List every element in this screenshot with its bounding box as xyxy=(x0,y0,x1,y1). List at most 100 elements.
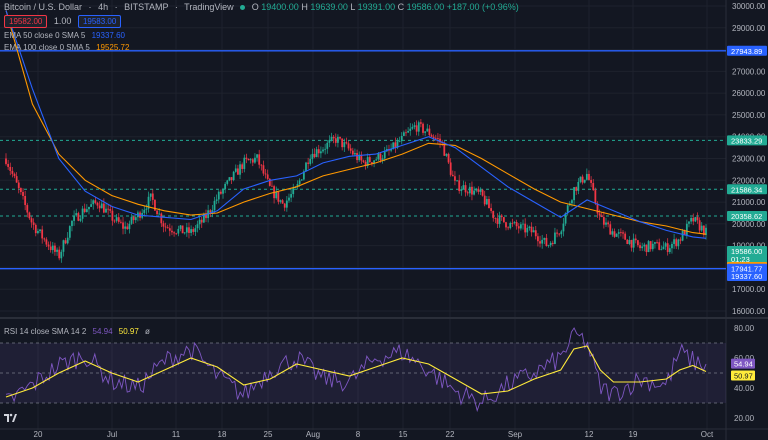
candle-body xyxy=(698,220,701,231)
ohlc-low: 19391.00 xyxy=(357,2,396,12)
rsi-label: RSI 14 close SMA 14 2 xyxy=(4,327,87,336)
candle-body xyxy=(426,128,429,132)
candle-body xyxy=(149,193,152,197)
candle-body xyxy=(162,223,165,227)
candle-body xyxy=(360,154,363,161)
candle-body xyxy=(528,226,531,228)
rsi-value-tag xyxy=(731,358,755,369)
candle-body xyxy=(490,208,493,211)
tradingview-logo-icon[interactable] xyxy=(3,410,17,424)
sell-button[interactable]: 19582.00 xyxy=(4,15,48,28)
candle-body xyxy=(60,251,63,259)
price-tick-label: 16000.00 xyxy=(732,307,766,316)
candle-body xyxy=(581,176,584,183)
candle-body xyxy=(575,187,578,191)
candle-body xyxy=(79,218,82,221)
symbol-name[interactable]: Bitcoin / U.S. Dollar xyxy=(4,2,83,12)
candle-body xyxy=(558,233,561,235)
candle-body xyxy=(549,242,552,246)
candle-body xyxy=(285,200,288,208)
candle-body xyxy=(371,162,373,164)
interval-label[interactable]: 4h xyxy=(98,2,109,12)
candle-body xyxy=(373,160,375,164)
candle-body xyxy=(302,171,305,180)
buy-button[interactable]: 19583.00 xyxy=(77,15,122,28)
candle-body xyxy=(224,183,227,190)
candle-body xyxy=(271,185,273,187)
candle-body xyxy=(283,203,286,208)
candle-body xyxy=(102,203,105,213)
rsi-legend[interactable]: RSI 14 close SMA 14 2 54.94 50.97 ø xyxy=(4,327,150,336)
candle-body xyxy=(158,213,161,215)
rsi-tick-label: 40.00 xyxy=(734,384,755,393)
candle-body xyxy=(132,216,135,221)
candle-body xyxy=(262,165,265,174)
candle-body xyxy=(588,173,590,180)
candle-body xyxy=(545,237,548,247)
candle-body xyxy=(456,180,458,182)
candle-body xyxy=(458,180,461,192)
candle-body xyxy=(264,173,267,175)
candle-body xyxy=(100,203,103,209)
candle-body xyxy=(494,218,497,219)
candle-body xyxy=(692,217,695,222)
candle-body xyxy=(628,240,631,245)
candle-body xyxy=(156,210,158,215)
trade-buttons: 19582.00 1.00 19583.00 xyxy=(4,15,122,28)
price-tick-label: 26000.00 xyxy=(732,89,766,98)
candle-body xyxy=(13,173,16,177)
ema100-legend[interactable]: EMA 100 close 0 SMA 5 19525.72 xyxy=(4,43,129,52)
candle-body xyxy=(228,177,231,181)
candle-body xyxy=(307,162,310,164)
price-level-label: 23833.29 xyxy=(731,136,762,145)
candle-body xyxy=(534,230,537,237)
time-tick-label: 11 xyxy=(172,430,181,439)
candle-body xyxy=(124,226,127,229)
candle-body xyxy=(447,153,450,163)
candle-body xyxy=(9,166,12,171)
candle-body xyxy=(268,178,271,186)
candle-body xyxy=(449,162,452,175)
candle-body xyxy=(179,225,182,229)
candle-body xyxy=(166,227,169,229)
candle-body xyxy=(305,162,307,172)
candle-body xyxy=(583,179,586,183)
candle-body xyxy=(213,200,216,211)
candle-body xyxy=(688,221,690,224)
candle-body xyxy=(517,226,520,229)
ohlc-high: 19639.00 xyxy=(310,2,348,12)
eye-off-icon[interactable]: ø xyxy=(145,327,150,336)
price-level-tag xyxy=(727,184,767,195)
candle-body xyxy=(413,125,416,127)
time-tick-label: 15 xyxy=(399,430,408,439)
candle-body xyxy=(679,239,682,241)
ohlc-low-label: L xyxy=(350,2,356,12)
candle-body xyxy=(562,223,565,232)
candle-body xyxy=(690,217,693,222)
candle-body xyxy=(247,158,250,161)
time-tick-label: 8 xyxy=(356,430,361,439)
candle-body xyxy=(49,246,52,251)
rsi-value-tag xyxy=(731,370,755,381)
candle-body xyxy=(237,168,239,175)
rsi-value-label: 50.97 xyxy=(734,372,753,381)
candle-body xyxy=(685,223,688,236)
candle-body xyxy=(177,228,180,234)
candle-body xyxy=(647,241,650,253)
candle-body xyxy=(266,174,269,179)
candle-body xyxy=(462,185,465,190)
price-level-tag xyxy=(727,211,767,222)
candle-body xyxy=(230,177,233,181)
price-level-tag xyxy=(727,246,767,256)
candle-body xyxy=(24,196,27,206)
market-status-icon xyxy=(240,4,246,10)
candle-body xyxy=(611,231,614,235)
candle-body xyxy=(430,135,433,137)
candle-body xyxy=(507,227,510,229)
candle-body xyxy=(126,226,129,230)
price-level-label: 01:23 xyxy=(731,255,750,264)
candle-body xyxy=(424,131,427,133)
candle-body xyxy=(662,246,665,250)
ema50-legend[interactable]: EMA 50 close 0 SMA 5 19337.60 xyxy=(4,31,125,40)
